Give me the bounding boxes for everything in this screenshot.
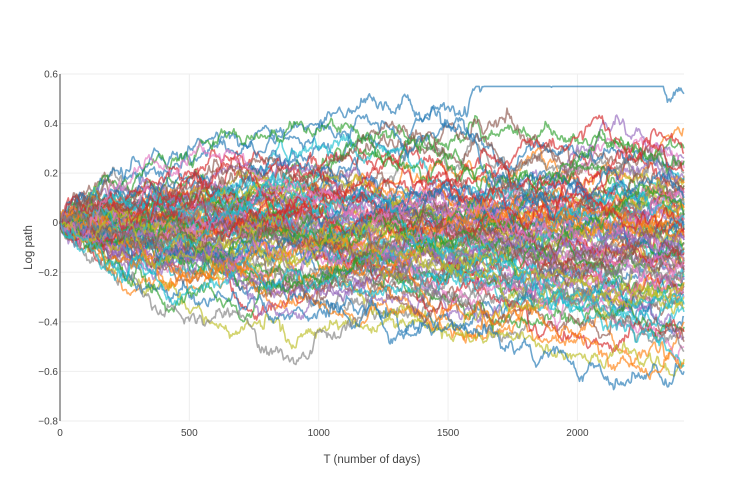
y-tick-label: 0.2 xyxy=(44,169,58,180)
series-line xyxy=(59,200,684,308)
series-line xyxy=(59,206,685,308)
x-tick-label: 500 xyxy=(181,428,198,439)
y-tick-label: −0.2 xyxy=(38,268,58,279)
y-tick-label: 0 xyxy=(52,218,58,229)
series-line xyxy=(59,201,685,287)
series-line xyxy=(59,183,685,277)
x-tick-label: 1500 xyxy=(437,428,460,439)
y-axis-title: Log path xyxy=(23,225,35,270)
y-tick-label: −0.6 xyxy=(38,367,58,378)
series-line xyxy=(59,191,685,268)
series-line xyxy=(59,217,685,378)
series-line xyxy=(59,220,685,327)
series-line xyxy=(59,117,685,231)
series-line xyxy=(59,211,685,321)
series-line xyxy=(59,185,685,321)
series-line xyxy=(59,172,685,313)
series-line xyxy=(59,140,685,283)
series-line xyxy=(59,93,685,240)
y-tick-label: −0.4 xyxy=(38,317,58,328)
x-axis-title: T (number of days) xyxy=(324,454,421,466)
x-tick-label: 0 xyxy=(57,428,63,439)
series-line xyxy=(59,220,685,366)
y-tick-label: −0.8 xyxy=(38,417,58,428)
x-tick-labels: 0 500 1000 1500 2000 xyxy=(57,428,589,439)
y-tick-label: 0.6 xyxy=(44,70,58,81)
series-line xyxy=(59,156,685,284)
x-tick-label: 1000 xyxy=(308,428,331,439)
y-tick-labels: 0.6 0.4 0.2 0 −0.2 −0.4 −0.6 −0.8 xyxy=(38,70,58,428)
series-line xyxy=(59,203,685,342)
series-group xyxy=(59,85,685,391)
y-tick-label: 0.4 xyxy=(44,119,58,130)
series-line xyxy=(59,199,685,289)
series-line xyxy=(59,154,685,251)
x-tick-label: 2000 xyxy=(566,428,589,439)
